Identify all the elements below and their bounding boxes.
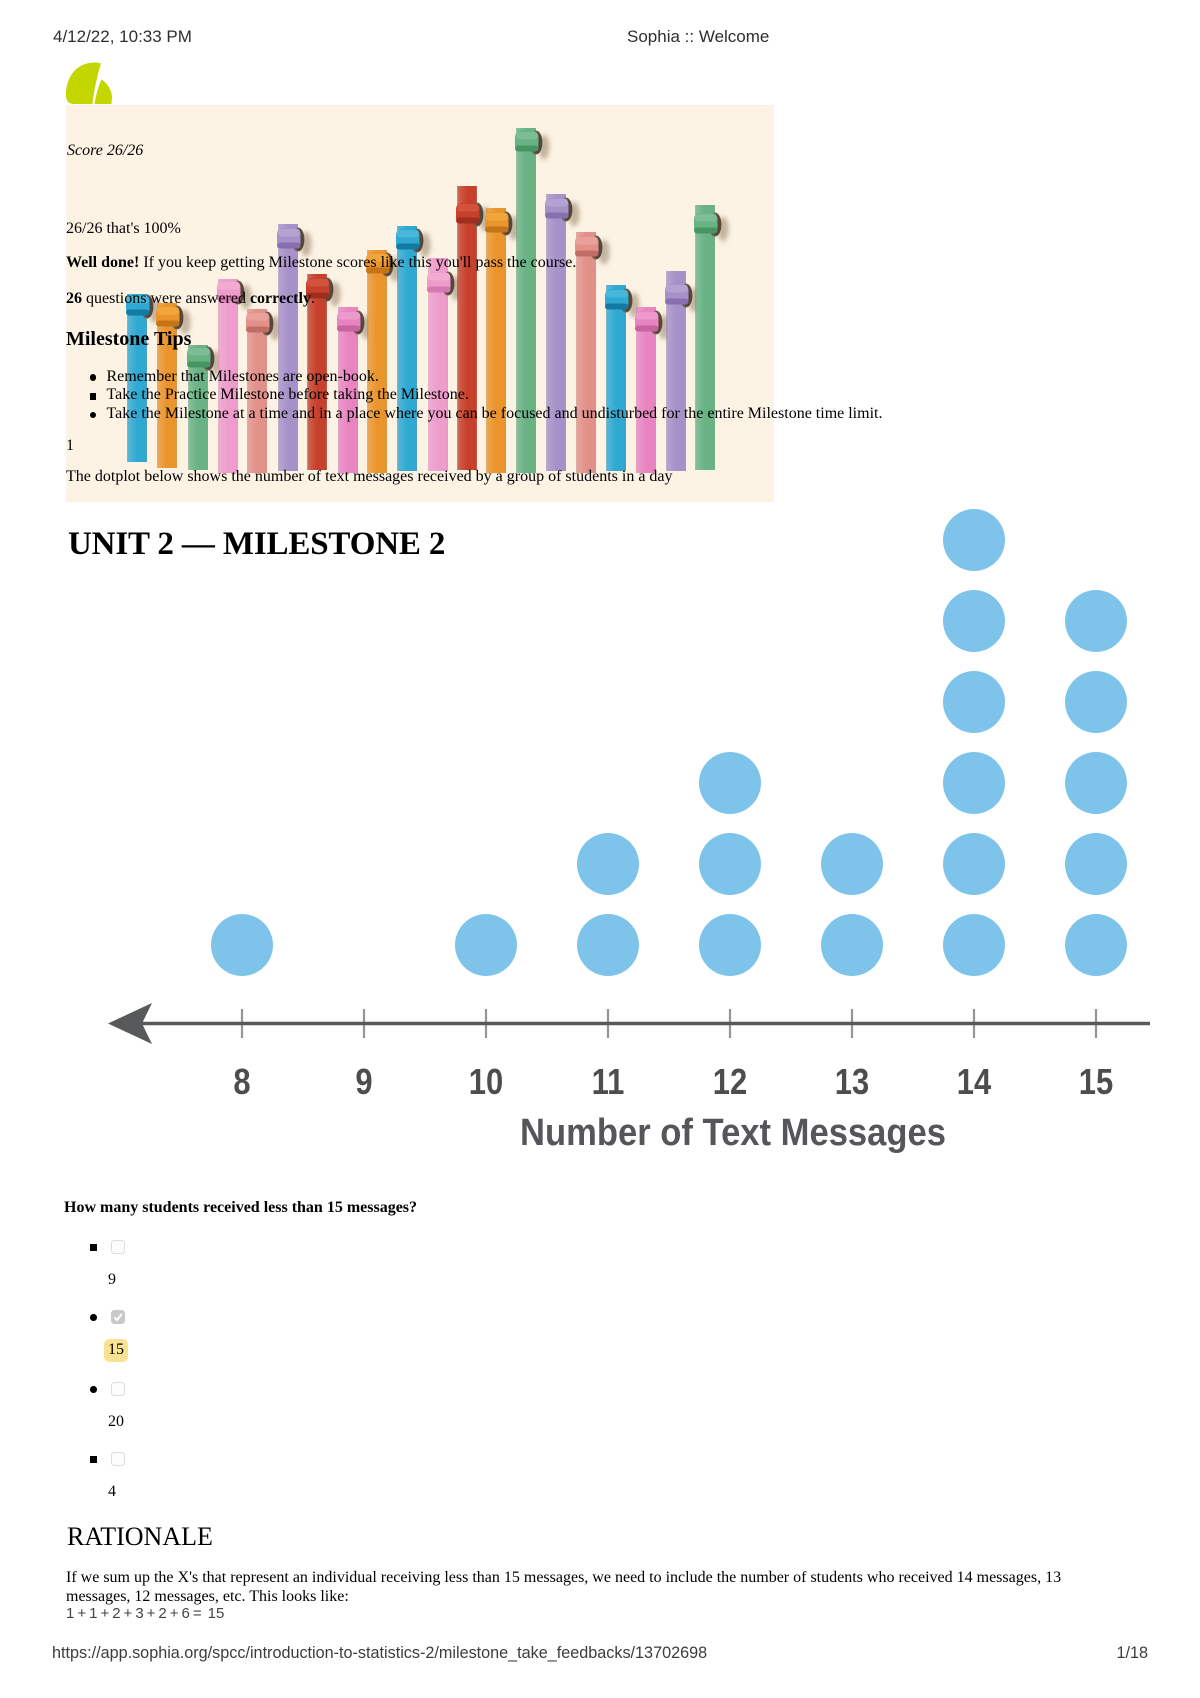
svg-text:10: 10 bbox=[469, 1063, 503, 1103]
svg-text:11: 11 bbox=[592, 1063, 625, 1103]
svg-text:8: 8 bbox=[233, 1063, 250, 1103]
svg-text:12: 12 bbox=[713, 1063, 747, 1103]
svg-text:13: 13 bbox=[835, 1063, 869, 1103]
svg-text:Number of Text Messages: Number of Text Messages bbox=[520, 1110, 946, 1153]
svg-text:15: 15 bbox=[1079, 1063, 1113, 1103]
svg-text:14: 14 bbox=[957, 1063, 992, 1103]
svg-text:9: 9 bbox=[355, 1063, 372, 1103]
